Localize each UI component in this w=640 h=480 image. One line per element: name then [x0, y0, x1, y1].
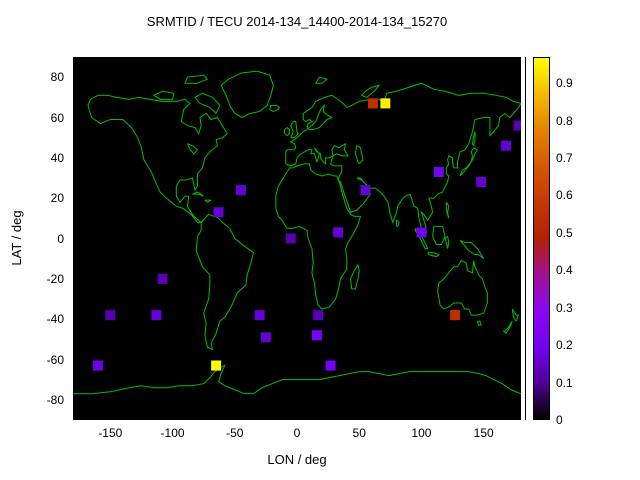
x-tick-label: -100: [160, 426, 185, 440]
heatmap-cell: [236, 185, 246, 196]
coastline: [73, 366, 521, 394]
coastline: [286, 83, 521, 236]
heatmap-cell: [476, 176, 487, 188]
heatmap-cell: [260, 332, 271, 343]
plot-area: [73, 57, 521, 420]
heatmap-cell: [433, 166, 444, 177]
colorbar-separator-line: [525, 57, 526, 420]
heatmap-cell: [450, 310, 461, 321]
world-map: [73, 57, 521, 420]
coastline: [472, 132, 474, 146]
colorbar-tick-label: 0.3: [556, 300, 573, 315]
heatmap-cell: [254, 310, 265, 321]
heatmap-cell: [313, 310, 324, 321]
coastline: [446, 202, 448, 218]
y-tick-label: -20: [46, 271, 64, 286]
coastline: [355, 146, 362, 164]
coastline: [438, 261, 488, 315]
heatmap-cell: [416, 227, 427, 238]
y-tick-label: 80: [50, 70, 64, 85]
y-tick-label: 0: [57, 231, 64, 246]
coastline: [187, 144, 197, 154]
coastline: [196, 214, 253, 349]
coastline: [276, 164, 361, 309]
x-tick-label: -150: [98, 426, 123, 440]
heatmap-cell: [501, 140, 512, 151]
heatmap-cell: [92, 360, 103, 371]
heatmap-cell: [105, 310, 116, 321]
coastline: [477, 321, 481, 325]
coastline: [270, 105, 280, 111]
x-tick-label: 100: [411, 426, 432, 440]
coastline: [221, 71, 273, 117]
coastline: [512, 309, 518, 321]
heatmap-cell: [285, 233, 296, 244]
coastline: [351, 265, 360, 289]
colorbar: [533, 57, 550, 420]
coastline: [316, 77, 327, 83]
heatmap-cell: [360, 185, 371, 196]
y-tick-label: -40: [46, 312, 64, 327]
x-axis-label: LON / deg: [267, 452, 327, 467]
colorbar-tick-label: 0.5: [556, 225, 573, 240]
heatmap-cell: [333, 227, 344, 238]
coastline: [154, 91, 174, 99]
x-tick-label: 0: [293, 426, 301, 440]
y-tick-label: 20: [50, 191, 64, 206]
coastline: [185, 75, 207, 83]
heatmap-cell: [325, 360, 336, 371]
coastline: [460, 241, 484, 259]
y-tick-label: 40: [50, 150, 64, 165]
heatmap-cell: [367, 98, 378, 109]
colorbar-tick-label: 0.9: [556, 76, 573, 91]
colorbar-tick-label: 0.7: [556, 151, 573, 166]
coastline: [460, 148, 477, 176]
coastline: [291, 122, 298, 138]
coastline: [445, 236, 449, 248]
coastline: [192, 192, 203, 196]
colorbar-tick-label: 0.1: [556, 375, 573, 390]
x-tick-label: 150: [473, 426, 494, 440]
coastline: [504, 321, 513, 333]
coastline: [433, 226, 445, 244]
y-tick-label: -60: [46, 352, 64, 367]
colorbar-tick-label: 0.4: [556, 263, 573, 278]
colorbar-tick-label: 0: [556, 413, 563, 427]
heatmap-cell: [157, 273, 168, 284]
coastline: [195, 93, 220, 113]
colorbar-tick-label: 0.6: [556, 188, 573, 203]
y-tick-label: 60: [50, 110, 64, 125]
coastline: [362, 85, 379, 97]
x-tick-label: 50: [352, 426, 366, 440]
colorbar-tick-label: 0.8: [556, 113, 573, 128]
colorbar-tick-label: 0.2: [556, 338, 573, 353]
coastline: [88, 95, 227, 222]
coastline: [397, 220, 399, 226]
coastline: [205, 200, 211, 202]
heatmap-cell: [380, 98, 391, 109]
heatmap-cell: [211, 360, 222, 371]
coastline: [285, 128, 290, 136]
chart-title: SRMTID / TECU 2014-134_14400-2014-134_15…: [146, 14, 448, 29]
y-tick-label: -80: [46, 392, 64, 407]
heatmap-cell: [513, 120, 521, 131]
heatmap-cell: [311, 330, 322, 341]
heatmap-cell: [151, 310, 162, 321]
heatmap-cell: [213, 207, 224, 218]
x-tick-label: -50: [226, 426, 244, 440]
coastline: [428, 253, 439, 257]
